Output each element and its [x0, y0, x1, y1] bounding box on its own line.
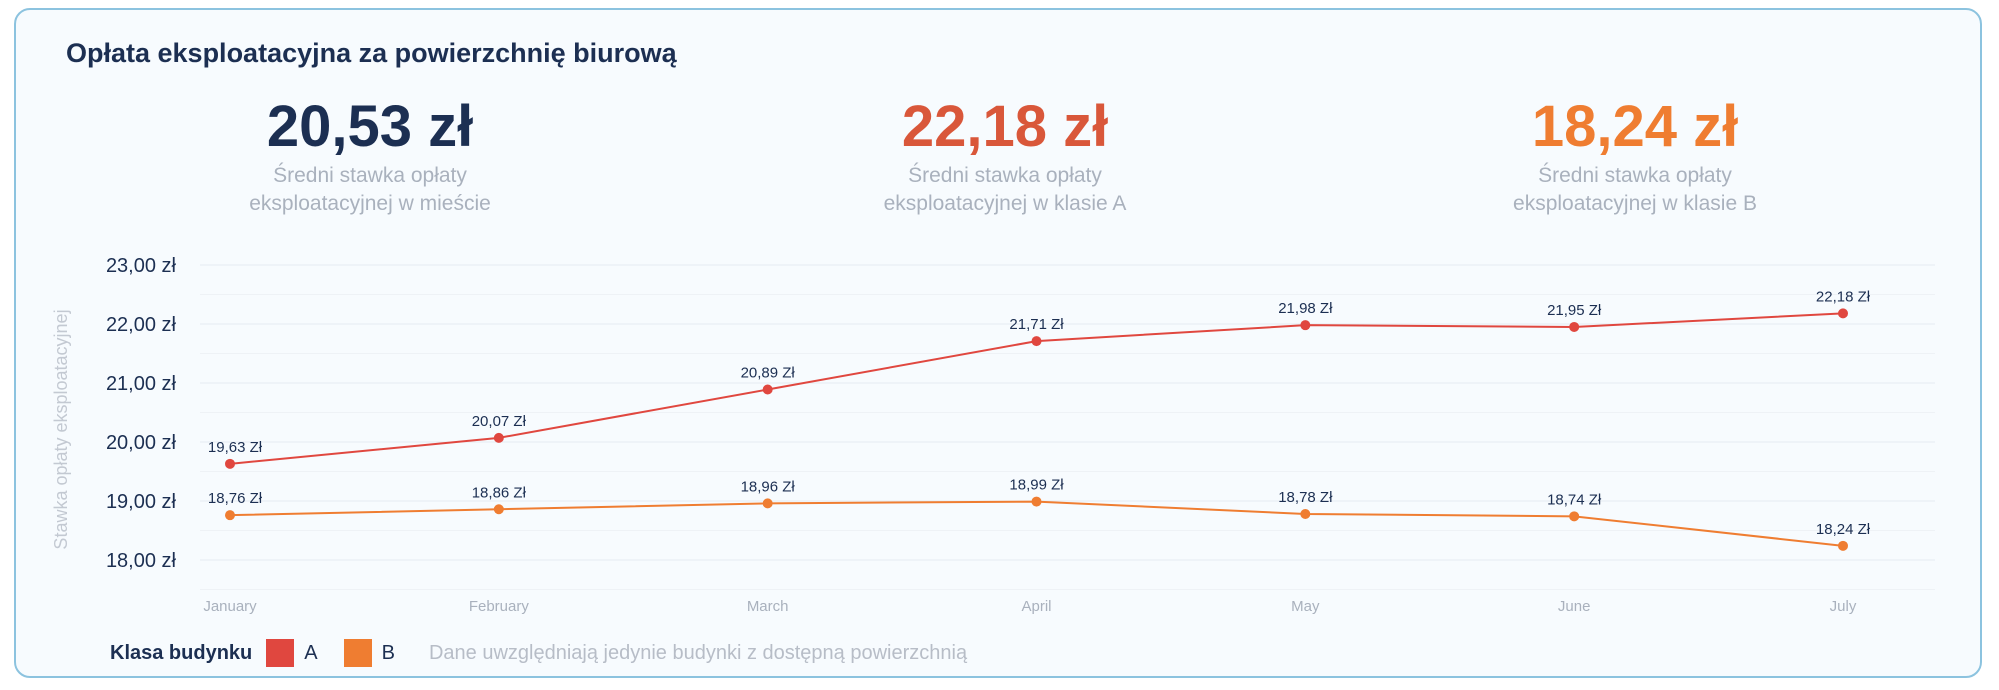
- kpi-city-value: 20,53 zł: [266, 94, 474, 159]
- kpi-class-a-value: 22,18 zł: [901, 94, 1109, 159]
- kpi-class-b-value: 18,24 zł: [1531, 94, 1739, 159]
- y-axis-title: Stawka opłaty eksploatacyjnej: [51, 309, 71, 549]
- legend-label-b: B: [381, 641, 395, 664]
- legend-swatch-a: [266, 639, 295, 667]
- data-label-b: 18,99 Zł: [1009, 477, 1064, 494]
- legend-title: Klasa budynku: [110, 641, 253, 664]
- legend: Klasa budynku A B Dane uwzględniają jedy…: [110, 638, 967, 668]
- data-label-a: 21,98 Zł: [1278, 300, 1333, 317]
- x-tick-label: March: [747, 598, 789, 615]
- data-label-b: 18,96 Zł: [741, 478, 796, 495]
- x-tick-label: June: [1558, 598, 1591, 615]
- data-point-b: [225, 510, 235, 521]
- data-point-a: [1031, 336, 1042, 347]
- x-tick-label: May: [1291, 598, 1320, 615]
- y-tick-label: 21,00 zł: [106, 373, 177, 395]
- data-label-a: 19,63 Zł: [208, 439, 263, 456]
- y-tick-label: 22,00 zł: [106, 314, 177, 336]
- x-tick-label: July: [1830, 598, 1857, 615]
- kpi-class-b-label: Średni stawka opłaty eksploatacyjnej w k…: [1513, 164, 1757, 215]
- x-tick-label: February: [469, 598, 530, 615]
- legend-item-b[interactable]: B: [343, 639, 395, 667]
- kpi-class-b: 18,24 zł Średni stawka opłaty eksploatac…: [1425, 96, 1845, 218]
- data-label-b: 18,76 Zł: [208, 490, 263, 507]
- data-label-a: 22,18 Zł: [1816, 288, 1871, 305]
- x-tick-label: April: [1021, 598, 1051, 615]
- data-label-a: 21,71 Zł: [1009, 316, 1064, 333]
- data-point-a: [1838, 308, 1848, 319]
- legend-item-a[interactable]: A: [266, 639, 318, 667]
- chart-card: [14, 8, 1982, 678]
- data-point-b: [493, 504, 504, 515]
- data-label-b: 18,24 Zł: [1816, 521, 1871, 538]
- data-point-b: [762, 498, 773, 509]
- data-label-b: 18,78 Zł: [1278, 489, 1333, 506]
- y-tick-label: 19,00 zł: [106, 491, 177, 513]
- data-point-b: [1838, 540, 1848, 551]
- data-point-a: [225, 458, 235, 469]
- data-label-a: 20,89 Zł: [741, 364, 796, 381]
- kpi-city-label: Średni stawka opłaty eksploatacyjnej w m…: [249, 164, 491, 215]
- x-tick-label: January: [203, 598, 257, 615]
- legend-swatch-b: [343, 639, 372, 667]
- kpi-class-a: 22,18 zł Średni stawka opłaty eksploatac…: [795, 96, 1215, 218]
- data-point-b: [1569, 511, 1580, 522]
- data-label-a: 20,07 Zł: [472, 413, 527, 430]
- data-point-b: [1031, 496, 1042, 507]
- data-point-a: [493, 432, 504, 443]
- legend-label-a: A: [304, 641, 318, 664]
- series-line-a: [229, 312, 1844, 465]
- data-point-a: [1569, 321, 1580, 332]
- data-point-a: [762, 384, 773, 395]
- legend-note: Dane uwzględniają jedynie budynki z dost…: [428, 641, 968, 664]
- y-tick-label: 18,00 zł: [106, 550, 177, 572]
- data-label-a: 21,95 Zł: [1547, 302, 1602, 319]
- data-label-b: 18,74 Zł: [1547, 491, 1602, 508]
- data-point-a: [1300, 320, 1311, 331]
- y-tick-label: 20,00 zł: [106, 432, 177, 454]
- kpi-city: 20,53 zł Średni stawka opłaty eksploatac…: [160, 96, 580, 218]
- data-point-b: [1300, 508, 1311, 519]
- kpi-class-a-label: Średni stawka opłaty eksploatacyjnej w k…: [883, 164, 1127, 215]
- data-label-b: 18,86 Zł: [472, 484, 527, 501]
- page-title: Opłata eksploatacyjna za powierzchnię bi…: [66, 38, 677, 68]
- y-tick-label: 23,00 zł: [106, 255, 177, 277]
